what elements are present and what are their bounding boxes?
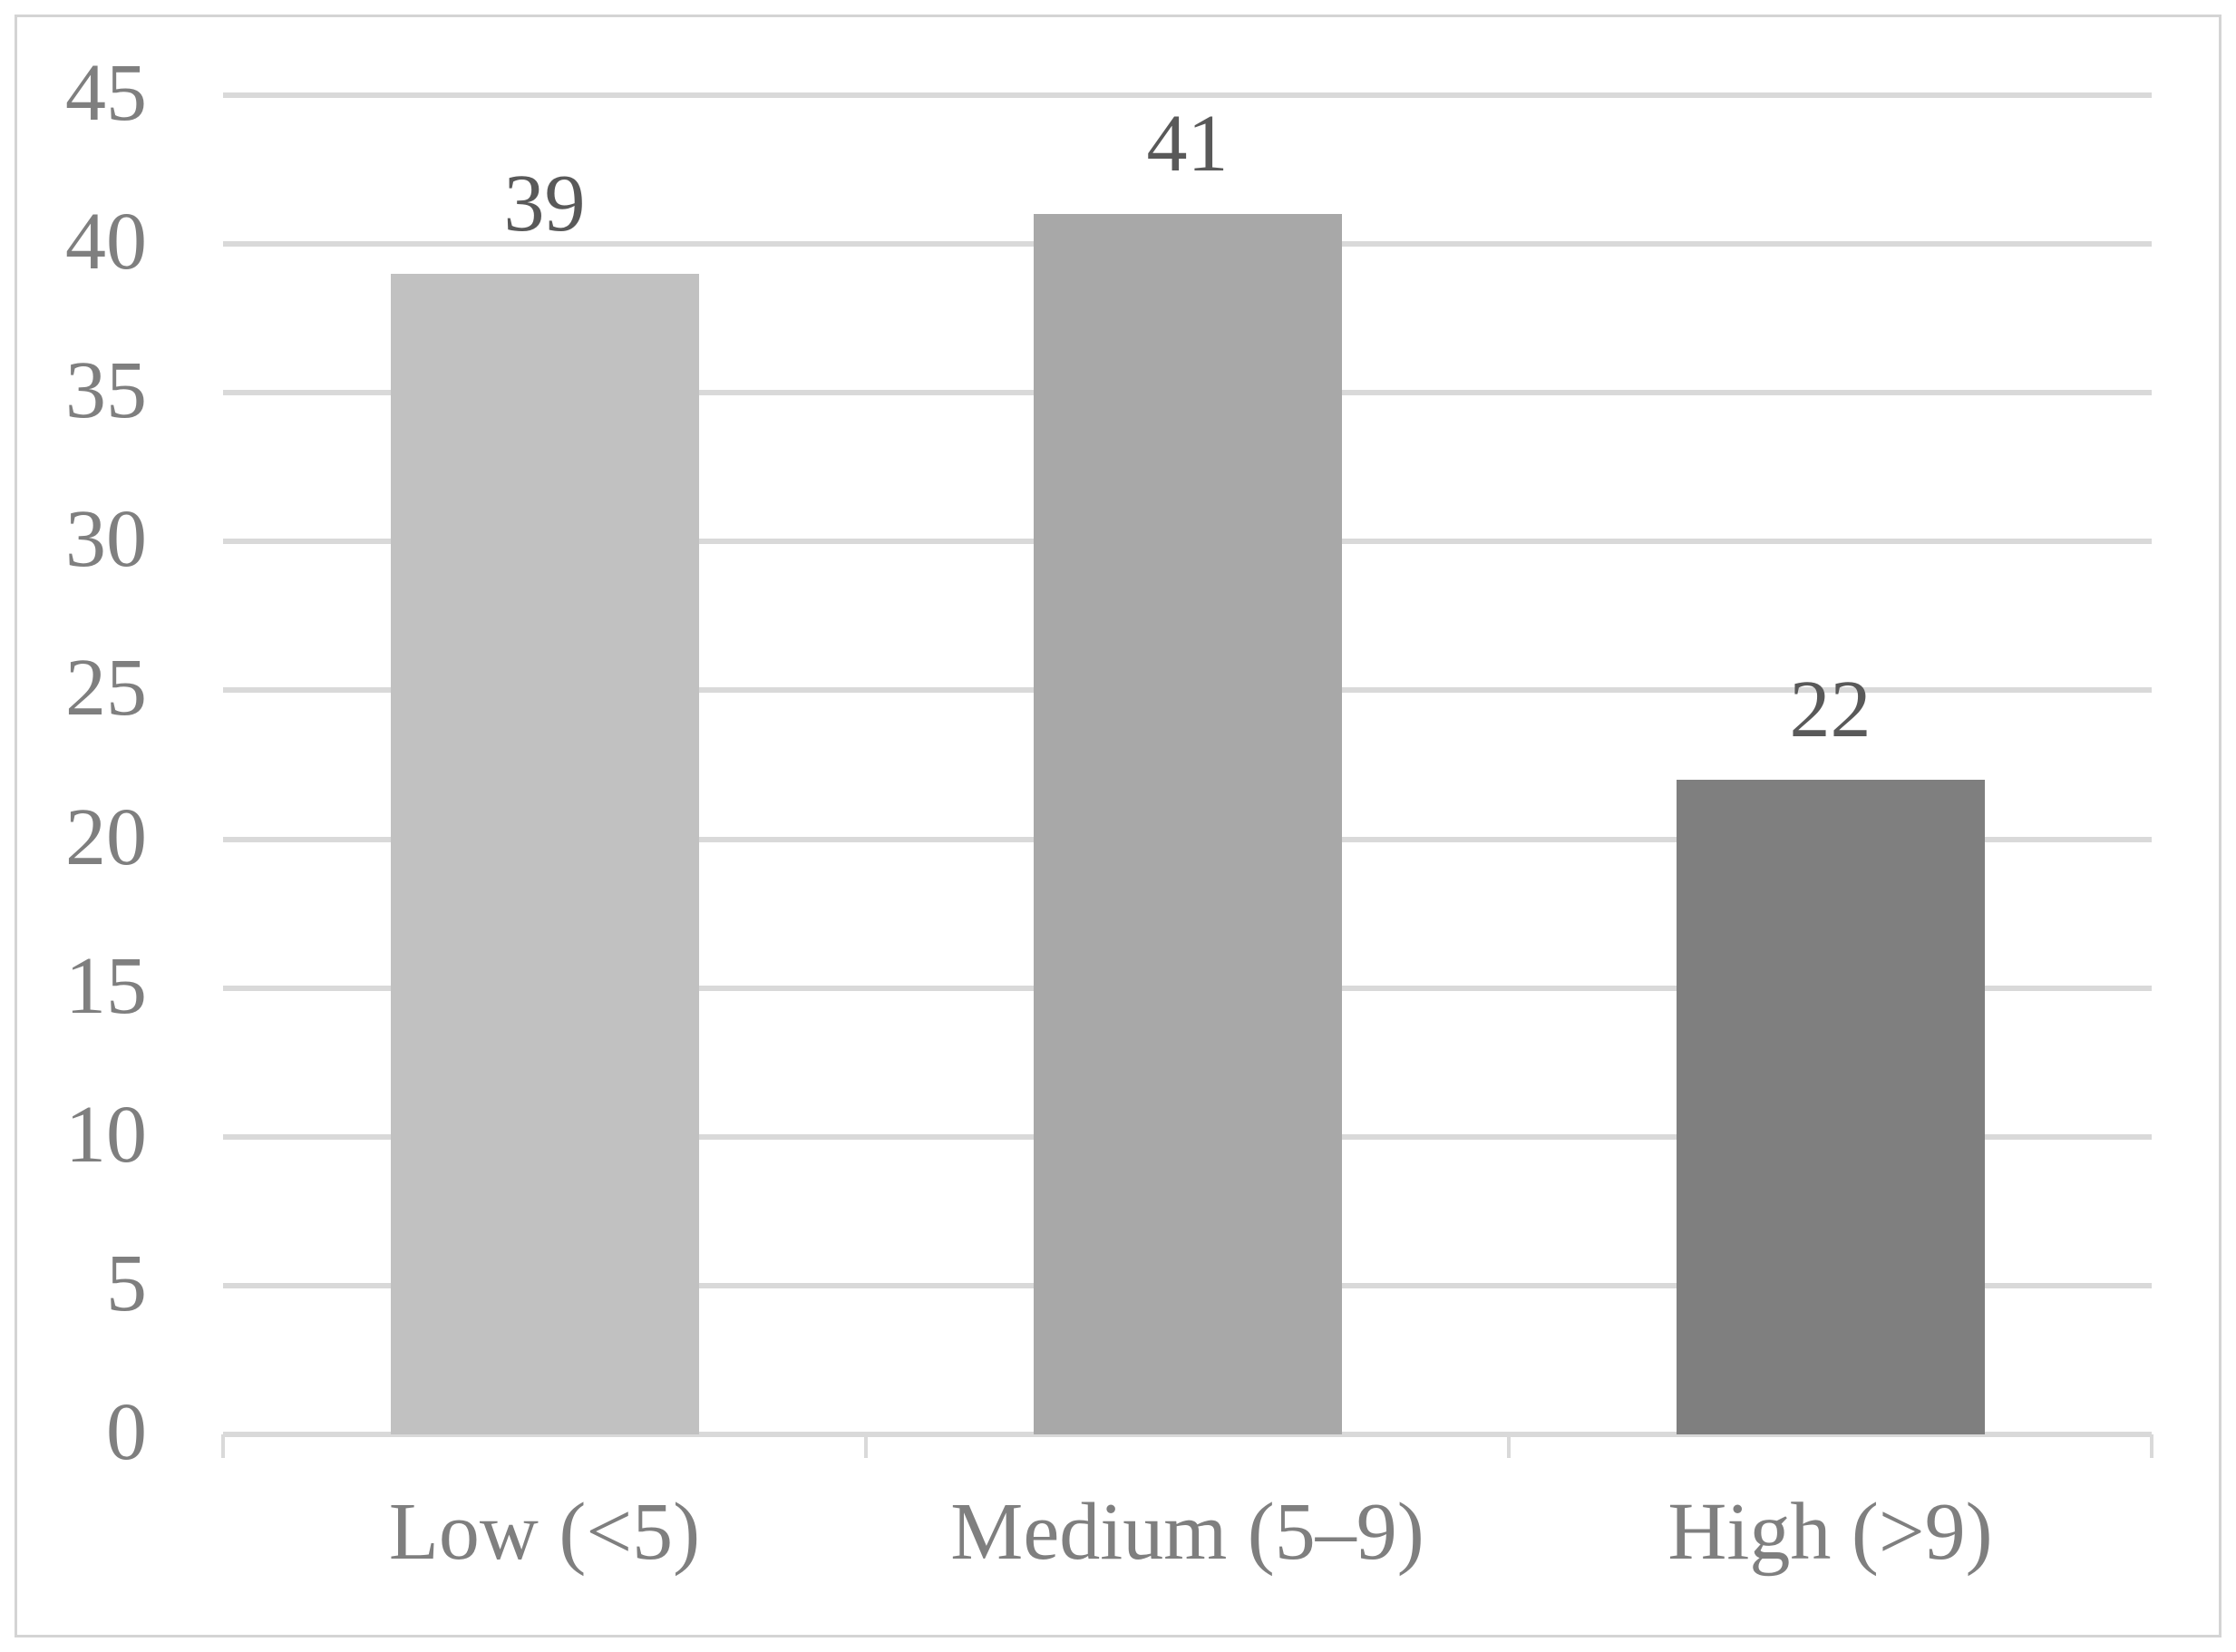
- chart-border: [15, 15, 2221, 1637]
- y-tick-label-20: 20: [65, 792, 147, 882]
- plot-area: [221, 92, 2153, 1458]
- x-axis-tick: [2150, 1434, 2153, 1458]
- x-axis-tick: [221, 1434, 225, 1458]
- y-tick-label-40: 40: [65, 197, 147, 287]
- bar-medium-5-9: [1033, 214, 1342, 1434]
- y-tick-label-25: 25: [65, 643, 147, 734]
- data-label-22: 22: [1789, 664, 1871, 754]
- x-tick-label-low-5: Low (<5): [388, 1487, 701, 1577]
- y-tick-label-30: 30: [65, 494, 147, 585]
- x-axis-tick: [1507, 1434, 1511, 1458]
- bar-low-5: [390, 273, 699, 1434]
- y-tick-label-15: 15: [65, 940, 147, 1031]
- bar-high-9: [1676, 779, 1985, 1434]
- x-axis-tick: [864, 1434, 868, 1458]
- x-tick-label-high-9: High (>9): [1667, 1487, 1993, 1577]
- y-tick-label-10: 10: [65, 1089, 147, 1180]
- y-tick-label-5: 5: [106, 1239, 147, 1329]
- x-tick-label-medium-5-9: Medium (5–9): [950, 1487, 1424, 1577]
- data-label-41: 41: [1146, 99, 1229, 189]
- y-tick-label-35: 35: [65, 345, 147, 436]
- y-tick-label-45: 45: [65, 48, 147, 139]
- x-axis-line: [223, 1432, 2152, 1437]
- y-tick-label-0: 0: [106, 1387, 147, 1478]
- data-label-39: 39: [503, 158, 586, 248]
- gridline-45: [223, 92, 2152, 98]
